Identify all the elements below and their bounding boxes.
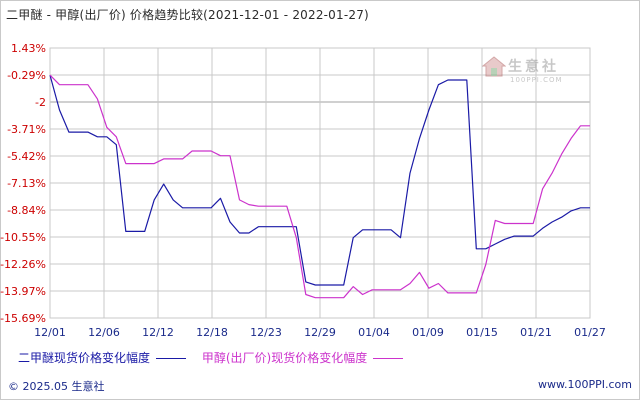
footer-copyright: © 2025.05 生意社 [8, 380, 105, 393]
x-tick-label: 01/21 [520, 326, 552, 339]
y-tick-label: -5.42% [7, 150, 46, 163]
grid [49, 47, 591, 319]
series-line-dme [49, 74, 590, 286]
axis-labels: 1.43% -0.29% -2 -3.71% -5.42% -7.13% -8.84% -10… [0, 42, 606, 339]
x-tick-label: 01/09 [412, 326, 444, 339]
x-tick-label: 12/06 [88, 326, 120, 339]
x-tick-label: 12/23 [250, 326, 282, 339]
y-tick-label: -10.55% [0, 231, 46, 244]
legend-label-dme: 二甲醚现货价格变化幅度 [18, 351, 151, 365]
watermark-site: 100PPI.COM [510, 76, 563, 84]
x-tick-label: 12/12 [142, 326, 174, 339]
watermark-brand: 生意社 [508, 59, 559, 75]
y-tick-label: -12.26% [0, 258, 46, 271]
footer-site-link[interactable]: www.100PPI.com [538, 378, 632, 391]
y-tick-label: -13.97% [0, 285, 46, 298]
legend-label-methanol: 甲醇(出厂价)现货价格变化幅度 [201, 351, 368, 365]
y-tick-label: -8.84% [7, 204, 46, 217]
x-tick-label: 12/01 [34, 326, 66, 339]
legend-swatch-dme [156, 358, 187, 359]
x-tick-label: 01/27 [574, 326, 606, 339]
legend-item-dme: 二甲醚现货价格变化幅度 [18, 349, 187, 366]
series-line-methanol [49, 74, 590, 299]
chart-title: 二甲醚 - 甲醇(出厂价) 价格趋势比较(2021-12-01 - 2022-0… [6, 8, 369, 22]
x-tick-label: 12/29 [304, 326, 336, 339]
legend-swatch-methanol [373, 358, 404, 359]
y-tick-label: -7.13% [7, 177, 46, 190]
watermark-logo-icon [482, 56, 506, 77]
legend-item-methanol: 甲醇(出厂价)现货价格变化幅度 [201, 349, 404, 366]
watermark: 生意社 100PPI.COM [478, 54, 578, 94]
y-tick-label: -3.71% [7, 123, 46, 136]
y-tick-label: 1.43% [11, 42, 46, 55]
x-tick-label: 01/15 [466, 326, 498, 339]
series-lines [49, 74, 590, 299]
y-tick-label: -15.69% [0, 312, 46, 325]
y-tick-label: -2 [35, 96, 46, 109]
x-tick-label: 01/04 [358, 326, 390, 339]
y-tick-label: -0.29% [7, 69, 46, 82]
x-tick-label: 12/18 [196, 326, 228, 339]
legend: 二甲醚现货价格变化幅度 甲醇(出厂价)现货价格变化幅度 [18, 349, 415, 366]
